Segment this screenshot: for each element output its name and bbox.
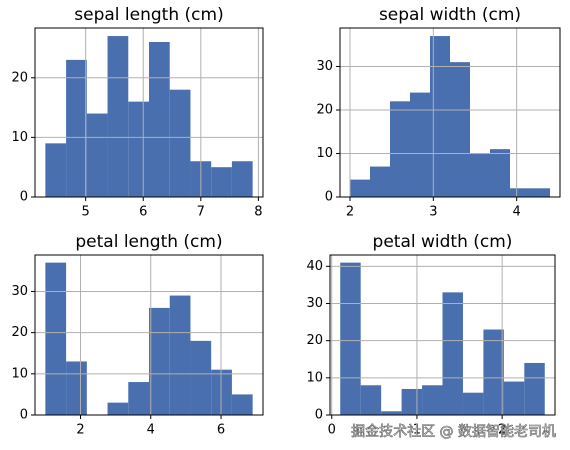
- y-tick-label: 30: [316, 59, 333, 74]
- bar: [430, 36, 450, 197]
- x-tick-label: 4: [513, 205, 521, 220]
- y-tick-label: 20: [306, 333, 323, 348]
- x-tick-label: 0: [328, 423, 336, 438]
- chart-title: sepal width (cm): [379, 5, 521, 25]
- x-tick-label: 2: [76, 423, 84, 438]
- y-tick-label: 20: [11, 70, 28, 85]
- bar: [462, 392, 484, 415]
- watermark: 掘金技术社区 @ 数据智能老司机: [351, 424, 556, 440]
- bar: [510, 188, 530, 197]
- bar: [450, 62, 470, 197]
- bar: [470, 153, 490, 197]
- bar: [401, 388, 423, 415]
- y-tick-label: 0: [20, 190, 28, 205]
- bar: [45, 143, 67, 197]
- x-tick-label: 5: [82, 205, 90, 220]
- y-tick-label: 20: [316, 102, 333, 117]
- bar: [490, 149, 510, 197]
- y-tick-label: 10: [316, 146, 333, 161]
- bar: [231, 394, 253, 415]
- bar: [340, 262, 361, 415]
- bar: [390, 101, 410, 197]
- bar: [86, 113, 108, 197]
- bar: [483, 329, 504, 415]
- axes-frame: [34, 27, 264, 198]
- chart-title: petal length (cm): [75, 232, 222, 252]
- bar: [107, 402, 129, 415]
- x-tick-label: 1: [413, 423, 421, 438]
- bar: [360, 385, 382, 415]
- bar: [524, 362, 545, 415]
- y-tick-label: 40: [306, 259, 323, 274]
- y-tick-label: 30: [306, 296, 323, 311]
- bar: [350, 179, 370, 197]
- axes-frame: [329, 254, 556, 416]
- y-tick-label: 30: [11, 284, 28, 299]
- bar: [410, 92, 430, 197]
- y-tick-label: 20: [11, 325, 28, 340]
- x-tick-label: 7: [197, 205, 205, 220]
- x-tick-label: 6: [217, 423, 225, 438]
- bar: [530, 188, 550, 197]
- x-tick-label: 8: [254, 205, 262, 220]
- x-tick-label: 4: [147, 423, 155, 438]
- y-tick-label: 0: [20, 408, 28, 423]
- y-tick-label: 0: [325, 190, 333, 205]
- bar: [169, 295, 191, 415]
- bar: [370, 166, 390, 197]
- bar: [66, 59, 87, 197]
- bar: [442, 292, 463, 415]
- chart-title: petal width (cm): [373, 232, 513, 252]
- bar: [503, 381, 525, 415]
- bar: [211, 369, 232, 415]
- bar: [149, 42, 170, 197]
- bar: [211, 167, 232, 197]
- bar: [381, 411, 402, 415]
- bar: [128, 101, 149, 197]
- bar: [149, 307, 170, 415]
- axes-frame: [339, 27, 561, 198]
- bar: [422, 385, 443, 415]
- y-tick-label: 0: [315, 408, 323, 423]
- x-tick-label: 3: [429, 205, 437, 220]
- bar: [231, 161, 253, 197]
- bar: [45, 262, 67, 415]
- bar: [169, 89, 191, 197]
- x-tick-label: 6: [139, 205, 147, 220]
- y-tick-label: 10: [306, 370, 323, 385]
- y-tick-label: 10: [11, 130, 28, 145]
- bar: [190, 340, 212, 415]
- y-tick-label: 10: [11, 366, 28, 381]
- chart-title: sepal length (cm): [74, 5, 223, 25]
- axes-frame: [34, 254, 264, 416]
- bar: [66, 361, 87, 415]
- x-tick-label: 2: [346, 205, 354, 220]
- x-tick-label: 2: [498, 423, 506, 438]
- bar: [107, 36, 129, 197]
- bar: [128, 382, 149, 415]
